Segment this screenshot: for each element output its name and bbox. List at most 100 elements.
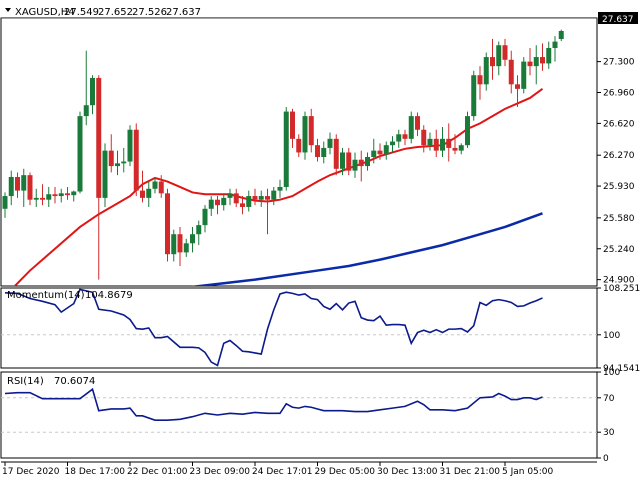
candle-body[interactable] bbox=[371, 150, 377, 157]
candle-body[interactable] bbox=[233, 193, 239, 204]
candle-body[interactable] bbox=[133, 129, 139, 191]
candle-body[interactable] bbox=[515, 84, 520, 89]
candle-body[interactable] bbox=[390, 141, 395, 146]
candle-body[interactable] bbox=[190, 234, 195, 244]
candle-body[interactable] bbox=[115, 163, 120, 167]
candle-body[interactable] bbox=[333, 138, 339, 169]
candle-body[interactable] bbox=[558, 30, 564, 39]
price-tick-label: 26.620 bbox=[603, 119, 635, 129]
candle-body[interactable] bbox=[527, 61, 533, 67]
candle-body[interactable] bbox=[2, 196, 8, 209]
candle-body[interactable] bbox=[202, 208, 208, 226]
candle-body[interactable] bbox=[315, 145, 320, 157]
candle-body[interactable] bbox=[490, 57, 495, 67]
candle-body[interactable] bbox=[146, 188, 152, 198]
candle-body[interactable] bbox=[33, 197, 39, 200]
candle-body[interactable] bbox=[246, 196, 252, 207]
candle-body[interactable] bbox=[377, 150, 383, 155]
candle-body[interactable] bbox=[102, 150, 108, 198]
candle-body[interactable] bbox=[165, 193, 170, 255]
candle-body[interactable] bbox=[396, 134, 402, 142]
candle-body[interactable] bbox=[152, 181, 158, 189]
candle-body[interactable] bbox=[483, 57, 489, 85]
candle-body[interactable] bbox=[83, 105, 89, 117]
candle-body[interactable] bbox=[521, 61, 527, 89]
candle-body[interactable] bbox=[408, 116, 414, 139]
candle-body[interactable] bbox=[296, 138, 302, 153]
candle-body[interactable] bbox=[65, 193, 70, 196]
candle-body[interactable] bbox=[458, 145, 464, 151]
candle-body[interactable] bbox=[477, 75, 483, 85]
time-tick-label: 23 Dec 09:00 bbox=[190, 467, 251, 477]
candle-body[interactable] bbox=[215, 199, 220, 206]
candle-body[interactable] bbox=[358, 159, 364, 167]
candle-body[interactable] bbox=[52, 194, 58, 197]
candle-body[interactable] bbox=[196, 225, 202, 235]
candle-body[interactable] bbox=[15, 176, 20, 191]
rsi-label-value: 70.6074 bbox=[54, 376, 95, 387]
candle-body[interactable] bbox=[58, 193, 64, 197]
candle-body[interactable] bbox=[140, 190, 145, 198]
price-tick-label: 26.960 bbox=[603, 88, 635, 98]
candle-body[interactable] bbox=[533, 57, 539, 67]
candle-body[interactable] bbox=[465, 116, 470, 146]
rsi-panel-frame bbox=[0, 371, 598, 459]
candle-body[interactable] bbox=[502, 45, 508, 60]
candle-body[interactable] bbox=[27, 175, 33, 200]
candle-body[interactable] bbox=[240, 203, 245, 207]
candle-body[interactable] bbox=[290, 111, 295, 139]
candle-body[interactable] bbox=[321, 147, 327, 157]
candle-body[interactable] bbox=[352, 159, 358, 171]
candle-body[interactable] bbox=[327, 138, 333, 148]
candle-body[interactable] bbox=[427, 138, 433, 146]
candle-body[interactable] bbox=[21, 175, 27, 191]
candle-body[interactable] bbox=[227, 193, 233, 198]
collapse-triangle-icon[interactable] bbox=[5, 8, 11, 12]
candle-body[interactable] bbox=[221, 197, 227, 206]
candle-body[interactable] bbox=[340, 152, 345, 169]
candle-body[interactable] bbox=[433, 138, 439, 151]
candle-body[interactable] bbox=[108, 150, 114, 167]
candle-body[interactable] bbox=[471, 75, 477, 117]
candle-body[interactable] bbox=[127, 129, 133, 162]
candle-body[interactable] bbox=[446, 138, 452, 148]
candle-body[interactable] bbox=[208, 199, 214, 209]
candle-body[interactable] bbox=[271, 190, 277, 200]
candle-body[interactable] bbox=[365, 156, 370, 167]
candle-body[interactable] bbox=[308, 116, 314, 146]
candle-body[interactable] bbox=[302, 116, 308, 153]
candle-body[interactable] bbox=[540, 57, 545, 64]
candle-body[interactable] bbox=[77, 116, 83, 192]
price-tick-label: 27.300 bbox=[603, 58, 635, 68]
candle-body[interactable] bbox=[421, 129, 427, 146]
candle-body[interactable] bbox=[383, 145, 389, 155]
candle-body[interactable] bbox=[258, 196, 264, 200]
candle-body[interactable] bbox=[90, 77, 95, 106]
slow-moving-average-line bbox=[192, 212, 543, 286]
candle-body[interactable] bbox=[121, 161, 127, 164]
candle-body[interactable] bbox=[71, 191, 77, 196]
candle-body[interactable] bbox=[46, 194, 52, 200]
candle-body[interactable] bbox=[546, 47, 552, 64]
candle-body[interactable] bbox=[96, 77, 102, 198]
candle-body[interactable] bbox=[508, 59, 514, 85]
candle-body[interactable] bbox=[283, 111, 289, 187]
candle-body[interactable] bbox=[496, 45, 502, 67]
candle-body[interactable] bbox=[171, 234, 177, 255]
candle-body[interactable] bbox=[158, 181, 164, 194]
candle-body[interactable] bbox=[177, 234, 183, 253]
candle-body[interactable] bbox=[346, 152, 352, 171]
candle-body[interactable] bbox=[440, 138, 445, 151]
candle-body[interactable] bbox=[40, 197, 45, 200]
candle-body[interactable] bbox=[252, 196, 258, 200]
candle-body[interactable] bbox=[402, 134, 408, 139]
candle-body[interactable] bbox=[415, 116, 420, 130]
candle-body[interactable] bbox=[8, 176, 14, 197]
candle-body[interactable] bbox=[277, 186, 283, 191]
candle-body[interactable] bbox=[452, 147, 458, 151]
candle-body[interactable] bbox=[183, 243, 189, 253]
candle-body[interactable] bbox=[552, 41, 558, 48]
candle-body[interactable] bbox=[265, 196, 270, 200]
